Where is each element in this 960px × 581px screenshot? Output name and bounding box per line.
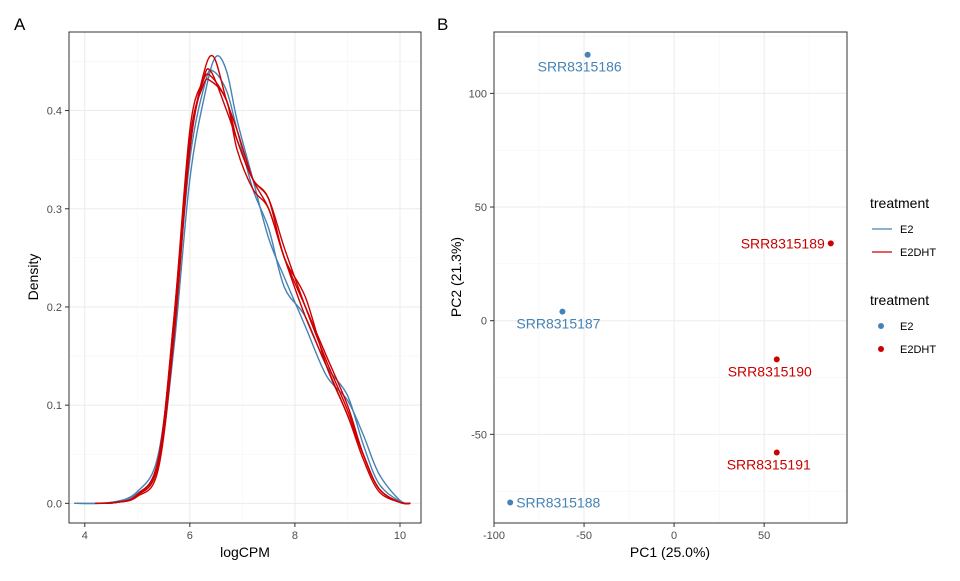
density-x-tick-label: 8 (292, 530, 298, 542)
pca-point-label-srr8315189: SRR8315189 (741, 235, 825, 251)
density-y-tick-label: 0.3 (47, 204, 62, 216)
legend-point-key-e2 (878, 323, 884, 329)
density-panel-border (68, 31, 422, 524)
panel-tag-b: B (437, 15, 448, 34)
pca-point-label-srr8315191: SRR8315191 (727, 457, 811, 473)
pca-y-tick-label: -50 (471, 429, 487, 441)
pca-y-tick-label: 100 (469, 88, 487, 100)
pca-point-label-srr8315190: SRR8315190 (728, 363, 812, 379)
density-y-axis-title: Density (25, 254, 41, 301)
density-x-axis-title: logCPM (220, 544, 270, 560)
pca-point-srr8315188 (507, 499, 514, 506)
density-curve-e2dht-2 (95, 54, 411, 505)
pca-x-axis-title: PC1 (25.0%) (630, 544, 710, 560)
pca-x-tick-label: 0 (671, 530, 677, 542)
density-lines (74, 54, 411, 505)
pca-point-srr8315191 (773, 449, 780, 456)
pca-y-axis-title: PC2 (21.3%) (448, 237, 464, 317)
legend-point-key-e2dht (878, 346, 884, 352)
density-y-tick-label: 0.1 (47, 400, 62, 412)
density-y-tick-label: 0.2 (47, 302, 62, 314)
density-curve-e2dht-5 (95, 78, 411, 505)
density-curve-e2dht-4 (95, 68, 411, 505)
pca-panel-border (493, 31, 848, 524)
legend-line-title: treatment (870, 195, 929, 211)
pca-y-tick-label: 0 (481, 316, 487, 328)
legend-point-label-e2dht: E2DHT (900, 344, 936, 356)
pca-ticks: -100 -50 0 50 -50 0 50 100 (469, 88, 771, 542)
density-ticks: 4 6 8 10 0.0 0.1 0.2 0.3 0.4 (47, 106, 406, 542)
legend-point: treatment E2 E2DHT (870, 292, 936, 356)
pca-y-tick-label: 50 (475, 202, 487, 214)
density-grid (69, 32, 421, 523)
pca-point-label-srr8315188: SRR8315188 (516, 495, 600, 511)
density-x-tick-label: 4 (82, 530, 88, 542)
legend-line: treatment E2 E2DHT (870, 195, 936, 259)
density-curve-e2dht-3 (95, 73, 411, 505)
density-panel: A 4 6 8 10 0.0 0.1 0.2 0.3 0.4 logCPM Density (14, 15, 422, 560)
panel-tag-a: A (14, 15, 26, 34)
pca-panel: B SRR8315186SRR8315187SRR8315188SRR83151… (437, 15, 848, 560)
legend-line-label-e2: E2 (900, 224, 913, 236)
legend-line-label-e2dht: E2DHT (900, 247, 936, 259)
pca-point-srr8315187 (559, 308, 566, 315)
pca-points: SRR8315186 SRR8315187 SRR8315188 SRR8315189… (507, 51, 834, 511)
legend-point-label-e2: E2 (900, 321, 913, 333)
pca-point-srr8315190 (773, 356, 780, 363)
density-x-tick-label: 6 (187, 530, 193, 542)
pca-point-label-srr8315186: SRR8315186 (538, 59, 622, 75)
pca-x-tick-label: -100 (483, 530, 505, 542)
pca-point-srr8315189 (827, 240, 834, 247)
pca-x-tick-label: 50 (758, 530, 770, 542)
density-y-tick-label: 0.4 (47, 106, 62, 118)
pca-point-label-srr8315187: SRR8315187 (516, 316, 600, 332)
pca-x-tick-label: -50 (576, 530, 592, 542)
pca-grid (493, 32, 847, 523)
density-y-tick-label: 0.0 (47, 498, 62, 510)
density-x-tick-label: 10 (394, 530, 406, 542)
legend-point-title: treatment (870, 292, 929, 308)
pca-point-srr8315186 (584, 51, 591, 58)
